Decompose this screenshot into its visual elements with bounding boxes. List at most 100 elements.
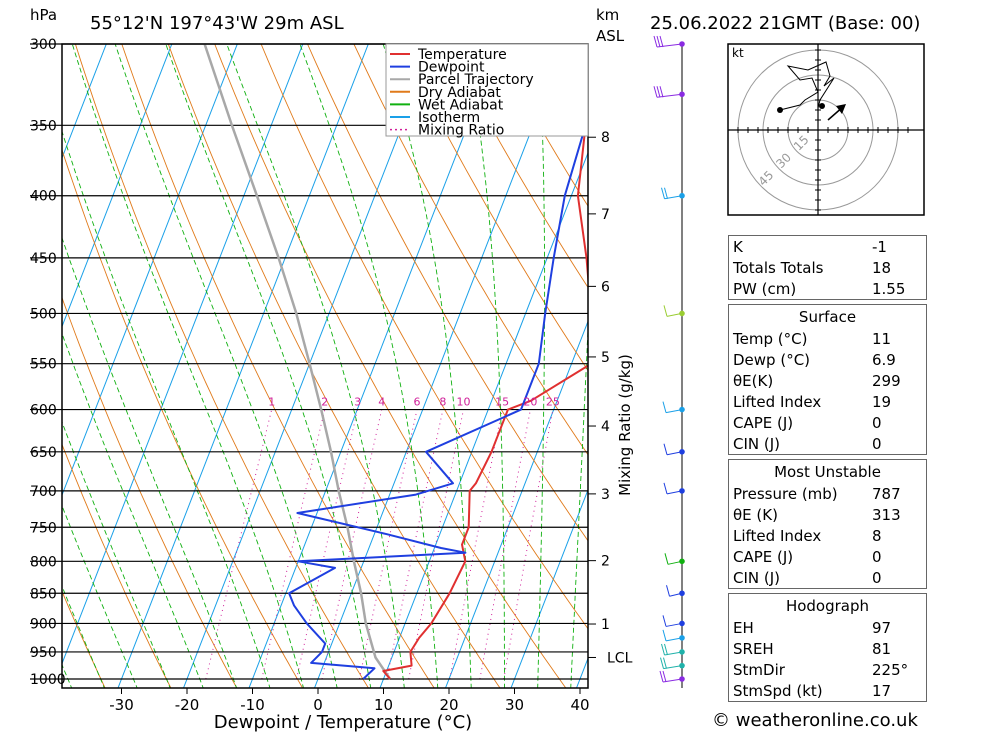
indices-hodograph-table: Hodograph EH 97 SREH 81 StmDir 225° StmSpd (kt)… bbox=[728, 593, 927, 702]
isotherm-line bbox=[62, 44, 107, 160]
index-row: Lifted Index 8 bbox=[729, 525, 927, 546]
asl-label: ASL bbox=[596, 27, 625, 45]
dry-adiabat-line bbox=[307, 44, 588, 542]
temperature-line bbox=[382, 122, 588, 680]
mixing-ratio-line bbox=[449, 409, 503, 680]
index-label: CIN (J) bbox=[733, 568, 781, 587]
km-tick-label: 2 bbox=[601, 554, 610, 570]
wind-barb bbox=[665, 409, 683, 414]
legend-label: Dry Adiabat bbox=[418, 85, 501, 101]
wind-marker bbox=[679, 91, 685, 98]
index-row: EH 97 bbox=[729, 617, 927, 638]
isotherm-line bbox=[62, 44, 304, 665]
wind-barb-flag bbox=[656, 86, 661, 98]
pressure-tick-label: 1000 bbox=[30, 672, 66, 688]
isotherm-line bbox=[62, 44, 238, 497]
index-row: CIN (J) 0 bbox=[729, 567, 927, 589]
dry-adiabat-line bbox=[399, 44, 588, 372]
x-tick-label: 20 bbox=[439, 696, 458, 714]
index-value: 11 bbox=[872, 329, 892, 348]
datetime-label: 25.06.2022 21GMT (Base: 00) bbox=[650, 13, 920, 34]
mixing-ratio-line bbox=[205, 409, 273, 680]
wind-barb-flag bbox=[662, 670, 667, 683]
index-row: CAPE (J) 0 bbox=[729, 412, 927, 433]
isotherm-line bbox=[510, 488, 588, 688]
wind-barb-flag bbox=[662, 401, 667, 413]
pressure-tick-label: 400 bbox=[30, 189, 57, 205]
mixing-ratio-line bbox=[261, 409, 326, 680]
wind-barb-flag bbox=[663, 443, 668, 455]
wet-adiabat-line bbox=[382, 44, 472, 688]
storm-motion-arrowhead bbox=[836, 104, 846, 114]
index-label: CIN (J) bbox=[733, 434, 781, 453]
wind-barb-flag bbox=[666, 585, 670, 597]
wind-barb bbox=[656, 43, 683, 48]
x-tick-label: -30 bbox=[109, 696, 134, 714]
section-title: Hodograph bbox=[785, 596, 870, 615]
wind-barb-flag bbox=[663, 482, 668, 495]
hodograph-trace bbox=[779, 61, 835, 111]
wind-barb bbox=[665, 622, 683, 627]
mixing-ratio-label: 15 bbox=[495, 396, 509, 409]
mixing-ratio-label: 25 bbox=[546, 396, 560, 409]
index-row: SREH 81 bbox=[729, 638, 927, 659]
mixing-ratio-label: 2 bbox=[321, 396, 328, 409]
pressure-tick-label: 800 bbox=[30, 554, 57, 570]
index-label: EH bbox=[733, 618, 754, 637]
index-row: Dewp (°C) 6.9 bbox=[729, 349, 927, 370]
wind-barb bbox=[666, 490, 683, 495]
index-row: StmDir 225° bbox=[729, 659, 927, 680]
dry-adiabat-line bbox=[62, 296, 238, 688]
mixing-ratio-label: 3 bbox=[354, 396, 361, 409]
index-row: Temp (°C) 11 bbox=[729, 328, 927, 349]
km-tick-label: 5 bbox=[601, 350, 610, 366]
dry-adiabat-line bbox=[74, 44, 369, 688]
index-value: 225° bbox=[872, 660, 909, 679]
section-title: Surface bbox=[798, 307, 857, 326]
dry-adiabat-line bbox=[214, 44, 567, 688]
wet-adiabat-line bbox=[71, 44, 304, 688]
wind-barb-flag bbox=[661, 187, 665, 199]
km-tick-label: 6 bbox=[601, 279, 610, 295]
index-value: 19 bbox=[872, 392, 892, 411]
wet-adiabat-line bbox=[62, 332, 204, 688]
index-label: SREH bbox=[733, 639, 774, 658]
index-value: 97 bbox=[872, 618, 892, 637]
wind-barb bbox=[669, 592, 683, 597]
pressure-tick-label: 300 bbox=[30, 37, 57, 53]
index-row: CAPE (J) 0 bbox=[729, 546, 927, 567]
wind-barb-flag bbox=[653, 35, 658, 48]
index-value: 6.9 bbox=[872, 350, 896, 369]
wet-adiabat-line bbox=[62, 585, 105, 688]
mixing-ratio-line bbox=[479, 409, 531, 680]
index-value: 0 bbox=[872, 413, 882, 432]
copyright-label: © weatheronline.co.uk bbox=[712, 710, 918, 731]
legend-label: Dewpoint bbox=[418, 60, 485, 76]
dry-adiabat-line bbox=[353, 44, 588, 456]
pressure-unit-label: hPa bbox=[30, 6, 57, 24]
parcel-trajectory-line bbox=[203, 44, 392, 680]
index-label: Pressure (mb) bbox=[733, 484, 838, 503]
hodograph-point bbox=[819, 103, 825, 109]
mixing-ratio-label: 20 bbox=[523, 396, 537, 409]
wind-barb bbox=[667, 560, 683, 565]
x-tick-label: 30 bbox=[505, 696, 524, 714]
wind-barb-flag bbox=[662, 615, 667, 627]
index-label: θE (K) bbox=[733, 505, 778, 524]
index-value: 8 bbox=[872, 526, 882, 545]
index-value: 1.55 bbox=[872, 279, 906, 298]
dry-adiabat-line bbox=[62, 590, 106, 688]
wind-barb-flag bbox=[663, 657, 667, 669]
index-label: StmDir bbox=[733, 660, 785, 679]
mixing-ratio-label: 1 bbox=[268, 396, 275, 409]
km-tick-label: 1 bbox=[601, 617, 610, 633]
x-tick-label: 10 bbox=[374, 696, 393, 714]
dry-adiabat-line bbox=[121, 44, 435, 688]
mixing-ratio-line bbox=[386, 409, 444, 680]
index-value: 0 bbox=[872, 434, 882, 453]
plot-frame bbox=[61, 43, 589, 689]
x-axis-label: Dewpoint / Temperature (°C) bbox=[214, 712, 472, 733]
wind-barb bbox=[656, 93, 683, 98]
